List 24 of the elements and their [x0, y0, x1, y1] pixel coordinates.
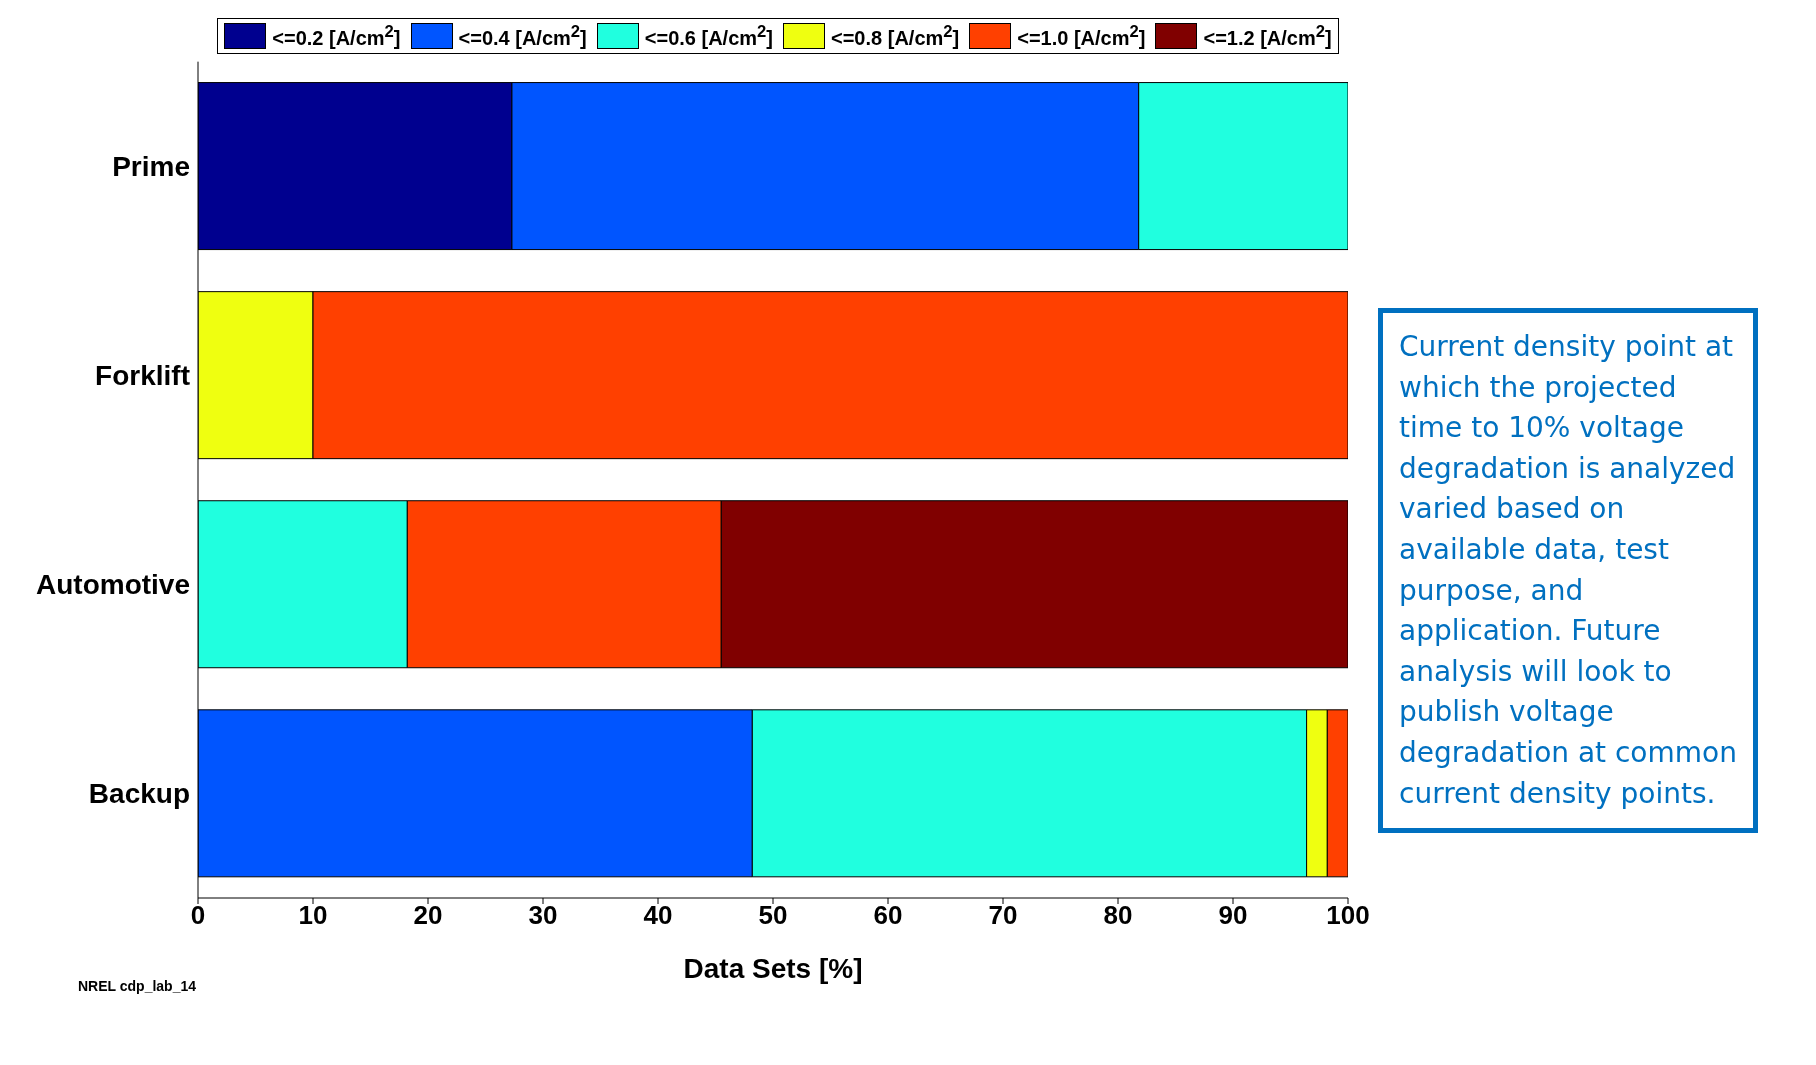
- x-tick-label: 30: [528, 900, 558, 931]
- legend-label: <=1.0 [A/cm$^{2}$]: [1017, 22, 1146, 50]
- y-tick-label: Forklift: [95, 360, 190, 392]
- x-tick-label: 80: [1103, 900, 1133, 931]
- x-tick-label: 0: [190, 900, 206, 931]
- legend-label: <=0.6 [A/cm$^{2}$]: [644, 22, 773, 50]
- y-tick-label: Backup: [88, 778, 190, 810]
- x-tick-label: 100: [1326, 900, 1370, 931]
- x-tick-label: 70: [988, 900, 1018, 931]
- x-tick-label: 10: [298, 900, 328, 931]
- y-tick-label: Prime: [112, 151, 190, 183]
- legend-label: <=0.4 [A/cm$^{2}$]: [458, 22, 587, 50]
- text: Current density point at which the projected time to 10% voltage degradation is analyzed varied based on available data, test purpose, and application. Future analysis will look to publish voltage degradation at common current density points.: [1399, 330, 1737, 810]
- x-tick-label: 40: [643, 900, 673, 931]
- x-tick-label: 90: [1218, 900, 1248, 931]
- x-tick-label: 20: [413, 900, 443, 931]
- x-tick-label: 50: [758, 900, 788, 931]
- legend-label: <=0.8 [A/cm$^{2}$]: [831, 22, 960, 50]
- text: NREL cdp_lab_14: [78, 978, 197, 994]
- legend-label: <=1.2 [A/cm$^{2}$]: [1203, 22, 1332, 50]
- x-tick-label: 60: [873, 900, 903, 931]
- y-tick-label: Automotive: [36, 569, 190, 601]
- x-axis-title: Data Sets [%]: [683, 953, 863, 984]
- legend-label: <=0.2 [A/cm$^{2}$]: [272, 22, 401, 50]
